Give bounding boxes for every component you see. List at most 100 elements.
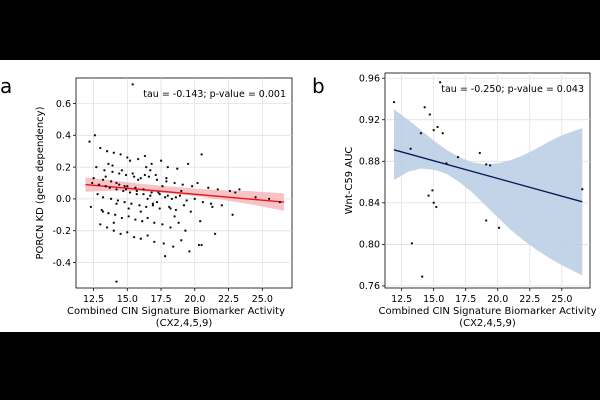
data-point: [207, 186, 210, 189]
data-point: [145, 205, 148, 209]
data-point: [189, 210, 192, 213]
data-point: [136, 157, 140, 161]
data-point: [136, 178, 140, 181]
data-point: [211, 205, 214, 209]
data-point: [228, 189, 232, 193]
data-point: [200, 243, 203, 247]
data-point: [93, 134, 97, 137]
data-point: [135, 189, 138, 193]
data-point: [182, 204, 186, 207]
data-point: [159, 159, 163, 162]
data-point: [213, 232, 217, 236]
data-point: [151, 202, 155, 205]
data-point: [456, 155, 460, 159]
data-point: [92, 177, 95, 180]
data-point: [581, 188, 584, 191]
y-tick-label: 0.84: [359, 198, 380, 209]
y-axis-label-a: PORCN KD (gene dependency): [35, 106, 46, 259]
data-point: [128, 159, 132, 162]
data-point: [126, 231, 129, 234]
data-point: [142, 192, 145, 196]
data-point: [485, 163, 488, 166]
data-point: [186, 162, 190, 166]
data-point: [119, 232, 122, 236]
data-point: [155, 200, 159, 204]
data-point: [432, 201, 435, 204]
regression-fit-line: [393, 149, 583, 203]
stat-annotation-a: tau = -0.143; p-value = 0.001: [143, 89, 286, 100]
data-point: [119, 153, 122, 156]
data-point: [153, 221, 156, 224]
data-point: [145, 165, 148, 169]
data-point: [88, 140, 91, 143]
data-point: [111, 170, 114, 174]
data-point: [134, 218, 137, 221]
x-tick-label: 17.5: [150, 294, 171, 305]
data-point: [107, 212, 110, 215]
y-tick-label: 0.80: [359, 240, 380, 251]
data-point: [101, 210, 105, 213]
x-axis-label-b: Combined CIN Signature Biomarker Activit…: [378, 306, 596, 317]
confidence-band-a: [85, 177, 284, 211]
data-point: [185, 199, 188, 202]
data-point: [118, 172, 121, 175]
data-point: [130, 202, 133, 205]
data-point: [173, 215, 176, 218]
ci-band-area: [394, 109, 583, 276]
data-point: [441, 132, 444, 135]
x-tick-label: 12.5: [391, 294, 412, 305]
data-point: [409, 147, 412, 150]
data-point: [151, 204, 155, 207]
data-point: [445, 162, 448, 165]
scatter-points-a: [88, 83, 282, 283]
panel-label-b: b: [312, 74, 325, 98]
regression-line-a: [85, 183, 284, 203]
data-point: [497, 226, 501, 229]
data-point: [104, 175, 107, 178]
data-point: [139, 177, 142, 180]
y-ticks-a: -0.4 -0.2 0.0 0.2 0.4 0.6: [52, 99, 76, 269]
x-tick-label: 17.5: [455, 294, 476, 305]
data-point: [154, 173, 157, 177]
data-point: [89, 205, 93, 209]
data-point: [432, 128, 435, 132]
data-point: [435, 205, 438, 209]
data-point: [105, 226, 109, 229]
data-point: [99, 146, 102, 150]
data-point: [126, 185, 129, 188]
data-point: [149, 169, 152, 172]
data-point: [488, 164, 492, 167]
data-point: [131, 83, 134, 86]
data-point: [97, 183, 101, 186]
data-point: [115, 181, 118, 185]
data-point: [231, 213, 234, 216]
y-tick-label: -0.2: [52, 226, 71, 237]
data-point: [141, 220, 144, 223]
data-point: [170, 197, 174, 201]
data-point: [114, 213, 117, 216]
data-point: [267, 197, 271, 201]
data-point: [99, 223, 102, 226]
y-tick-label: 0.76: [359, 281, 380, 292]
data-point: [169, 226, 172, 229]
y-ticks-b: 0.76 0.80 0.84 0.88 0.92 0.96: [359, 73, 385, 292]
data-point: [143, 154, 147, 158]
panel-a: a 12.5 15.0 17.5 20.0 22.5 25.0 -0.4 -0.2 0.0 0.…: [0, 74, 293, 329]
data-point: [178, 194, 182, 197]
data-point: [200, 153, 203, 156]
data-point: [116, 199, 120, 202]
panel-label-a: a: [0, 74, 12, 98]
data-point: [234, 191, 237, 194]
data-point: [172, 245, 175, 248]
data-point: [126, 156, 129, 159]
data-point: [95, 165, 98, 169]
data-point: [174, 196, 178, 199]
x-axis-label-a: Combined CIN Signature Biomarker Activit…: [67, 306, 285, 317]
data-point: [165, 180, 168, 183]
data-point: [142, 188, 145, 191]
y-axis-label-b: Wnt-C59 AUC: [344, 147, 355, 215]
data-point: [115, 188, 118, 191]
data-point: [109, 180, 113, 183]
data-point: [161, 185, 164, 188]
data-point: [124, 188, 128, 191]
